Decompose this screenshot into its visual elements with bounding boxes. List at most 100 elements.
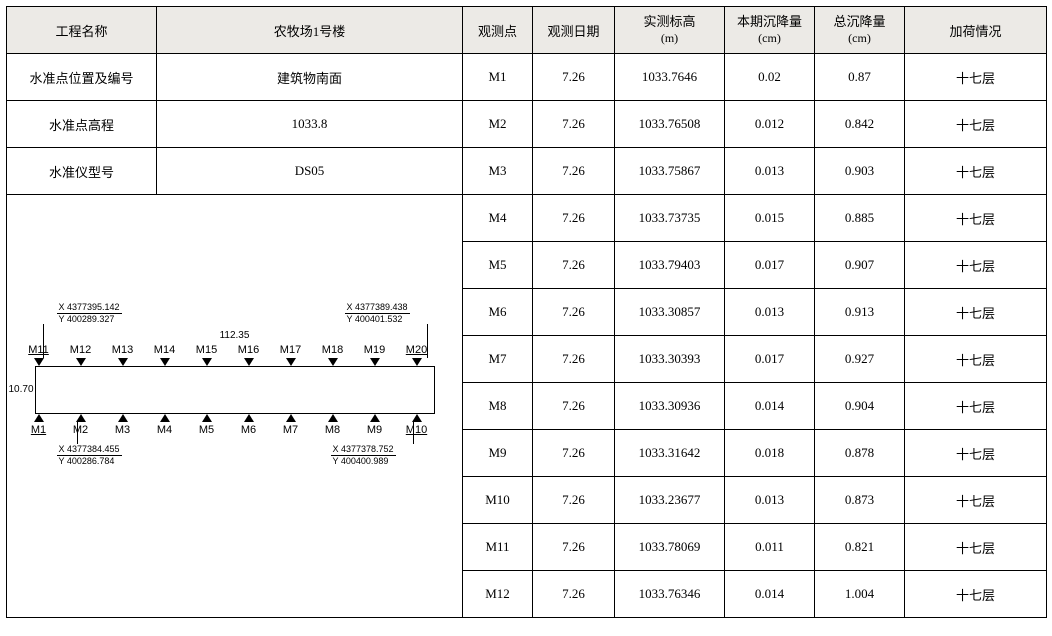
marker-label: M5 — [195, 424, 219, 436]
cell-ts: 0.907 — [815, 242, 905, 289]
cell-date: 7.26 — [533, 383, 615, 430]
cell-ts: 0.885 — [815, 195, 905, 242]
marker-label: M16 — [237, 344, 261, 356]
lbl-level-model: 水准仪型号 — [7, 148, 157, 195]
cell-ts: 0.873 — [815, 477, 905, 524]
marker-label: M15 — [195, 344, 219, 356]
marker-bot-icon — [76, 414, 86, 422]
cell-ps: 0.02 — [725, 54, 815, 101]
cell-load: 十七层 — [905, 336, 1047, 383]
cell-ts: 0.904 — [815, 383, 905, 430]
hdr-period-settle: 本期沉降量(cm) — [725, 7, 815, 54]
lbl-bm-loc: 水准点位置及编号 — [7, 54, 157, 101]
cell-date: 7.26 — [533, 54, 615, 101]
cell-load: 十七层 — [905, 195, 1047, 242]
cell-pt: M1 — [463, 54, 533, 101]
marker-bot-icon — [370, 414, 380, 422]
marker-label: M17 — [279, 344, 303, 356]
cell-ts: 0.842 — [815, 101, 905, 148]
marker-label: M10 — [405, 424, 429, 436]
marker-label: M12 — [69, 344, 93, 356]
cell-load: 十七层 — [905, 477, 1047, 524]
marker-bot-icon — [160, 414, 170, 422]
cell-elev: 1033.30936 — [615, 383, 725, 430]
marker-bot-icon — [328, 414, 338, 422]
cell-elev: 1033.30857 — [615, 289, 725, 336]
cell-date: 7.26 — [533, 336, 615, 383]
marker-top-icon — [76, 358, 86, 366]
cell-pt: M5 — [463, 242, 533, 289]
cell-pt: M3 — [463, 148, 533, 195]
cell-load: 十七层 — [905, 524, 1047, 571]
cell-elev: 1033.78069 — [615, 524, 725, 571]
marker-bot-icon — [118, 414, 128, 422]
cell-pt: M9 — [463, 430, 533, 477]
cell-ps: 0.013 — [725, 148, 815, 195]
plan-diagram: 112.35 10.70 X 4377395.142Y 400289.327 X… — [7, 195, 463, 618]
hdr-measured-elev: 实测标高(m) — [615, 7, 725, 54]
val-level-model: DS05 — [157, 148, 463, 195]
cell-elev: 1033.31642 — [615, 430, 725, 477]
cell-elev: 1033.7646 — [615, 54, 725, 101]
cell-elev: 1033.76346 — [615, 571, 725, 618]
cell-pt: M12 — [463, 571, 533, 618]
hdr-load-cond: 加荷情况 — [905, 7, 1047, 54]
cell-ps: 0.014 — [725, 383, 815, 430]
cell-ps: 0.013 — [725, 289, 815, 336]
cell-pt: M2 — [463, 101, 533, 148]
marker-top-icon — [328, 358, 338, 366]
marker-label: M7 — [279, 424, 303, 436]
marker-bot-icon — [202, 414, 212, 422]
cell-ts: 0.821 — [815, 524, 905, 571]
cell-date: 7.26 — [533, 195, 615, 242]
cell-date: 7.26 — [533, 289, 615, 336]
cell-elev: 1033.76508 — [615, 101, 725, 148]
marker-label: M11 — [27, 344, 51, 356]
cell-pt: M10 — [463, 477, 533, 524]
cell-pt: M4 — [463, 195, 533, 242]
marker-label: M1 — [27, 424, 51, 436]
marker-top-icon — [118, 358, 128, 366]
hdr-total-settle: 总沉降量(cm) — [815, 7, 905, 54]
cell-elev: 1033.79403 — [615, 242, 725, 289]
marker-label: M2 — [69, 424, 93, 436]
cell-ps: 0.017 — [725, 336, 815, 383]
marker-top-icon — [244, 358, 254, 366]
cell-load: 十七层 — [905, 571, 1047, 618]
cell-date: 7.26 — [533, 101, 615, 148]
cell-ts: 1.004 — [815, 571, 905, 618]
marker-top-icon — [34, 358, 44, 366]
val-bm-elev: 1033.8 — [157, 101, 463, 148]
cell-load: 十七层 — [905, 54, 1047, 101]
cell-ts: 0.903 — [815, 148, 905, 195]
marker-top-icon — [370, 358, 380, 366]
lbl-bm-elev: 水准点高程 — [7, 101, 157, 148]
marker-label: M6 — [237, 424, 261, 436]
marker-label: M14 — [153, 344, 177, 356]
marker-top-icon — [286, 358, 296, 366]
cell-load: 十七层 — [905, 289, 1047, 336]
val-project-name: 农牧场1号楼 — [157, 7, 463, 54]
marker-bot-icon — [286, 414, 296, 422]
cell-load: 十七层 — [905, 101, 1047, 148]
cell-ts: 0.927 — [815, 336, 905, 383]
cell-ts: 0.913 — [815, 289, 905, 336]
cell-ps: 0.012 — [725, 101, 815, 148]
marker-label: M8 — [321, 424, 345, 436]
cell-load: 十七层 — [905, 242, 1047, 289]
marker-label: M19 — [363, 344, 387, 356]
settlement-table: 工程名称 农牧场1号楼 观测点 观测日期 实测标高(m) 本期沉降量(cm) 总… — [6, 6, 1047, 618]
cell-ps: 0.015 — [725, 195, 815, 242]
cell-pt: M7 — [463, 336, 533, 383]
cell-date: 7.26 — [533, 477, 615, 524]
cell-date: 7.26 — [533, 430, 615, 477]
marker-top-icon — [412, 358, 422, 366]
cell-ps: 0.014 — [725, 571, 815, 618]
cell-elev: 1033.75867 — [615, 148, 725, 195]
cell-ps: 0.013 — [725, 477, 815, 524]
marker-label: M3 — [111, 424, 135, 436]
cell-date: 7.26 — [533, 148, 615, 195]
cell-ts: 0.87 — [815, 54, 905, 101]
marker-bot-icon — [34, 414, 44, 422]
cell-date: 7.26 — [533, 524, 615, 571]
